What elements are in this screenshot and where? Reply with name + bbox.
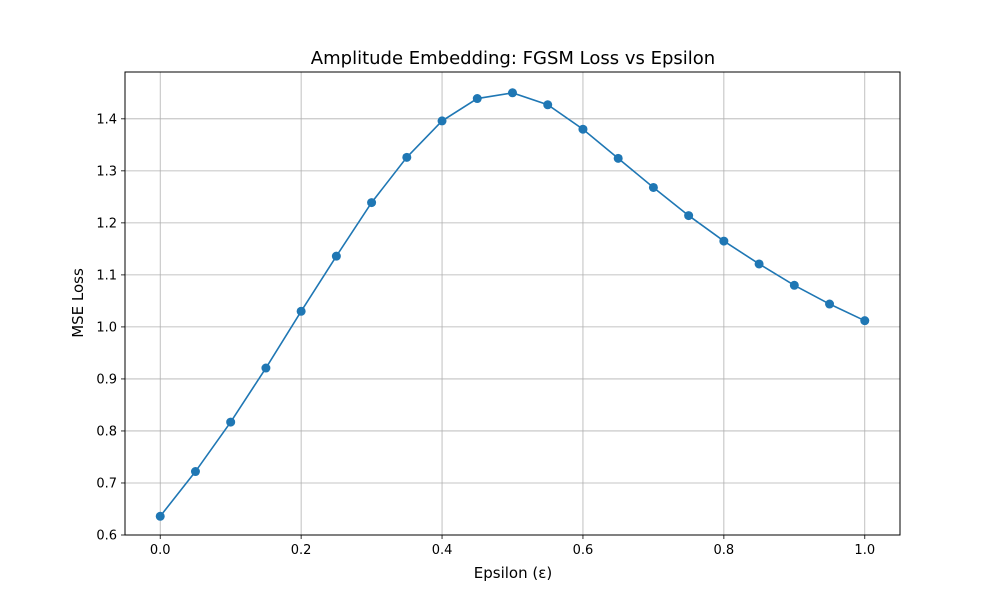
y-tick-label: 1.0 [96, 320, 117, 335]
data-point [648, 182, 658, 192]
data-point [754, 259, 764, 269]
data-point [684, 211, 694, 221]
data-point [860, 316, 870, 326]
data-point [508, 88, 517, 98]
data-point [719, 236, 729, 246]
data-point [437, 116, 447, 126]
x-tick-label: 0.0 [150, 543, 171, 558]
data-point [789, 280, 799, 290]
y-tick-label: 1.2 [96, 216, 117, 231]
data-point [472, 94, 482, 104]
chart-title: Amplitude Embedding: FGSM Loss vs Epsilo… [311, 48, 715, 69]
x-tick-label: 0.4 [432, 543, 453, 558]
x-axis-label: Epsilon (ε) [474, 564, 552, 582]
y-tick-label: 1.4 [96, 112, 117, 127]
x-tick-label: 0.2 [291, 543, 312, 558]
grid [125, 72, 900, 536]
y-tick-label: 0.6 [96, 529, 117, 544]
y-tick-label: 1.1 [96, 268, 117, 283]
plot-area-frame [124, 71, 901, 536]
y-tick-label: 0.8 [96, 424, 117, 439]
data-point [155, 511, 165, 521]
y-tick-label: 1.3 [96, 164, 117, 179]
data-point [825, 299, 835, 309]
data-point [226, 417, 236, 427]
data-point [190, 467, 200, 477]
series-layer [155, 88, 870, 521]
x-tick-label: 1.0 [854, 543, 875, 558]
data-point [261, 363, 271, 373]
x-tick-label: 0.6 [573, 543, 594, 558]
data-point [543, 100, 553, 110]
data-point [296, 306, 306, 316]
data-point [578, 124, 588, 134]
data-point [613, 153, 623, 163]
data-point [331, 251, 341, 261]
data-point [367, 198, 377, 208]
y-tick-label: 0.7 [96, 476, 117, 491]
x-tick-label: 0.8 [714, 543, 735, 558]
y-axis-label: MSE Loss [69, 268, 87, 338]
data-point [402, 152, 412, 162]
y-tick-label: 0.9 [96, 372, 117, 387]
axis-ticks: 0.0 0.2 0.4 0.6 0.8 1.0 0.6 0.7 0.8 0.9 1.0 1.1 1.2 1… [96, 112, 875, 558]
